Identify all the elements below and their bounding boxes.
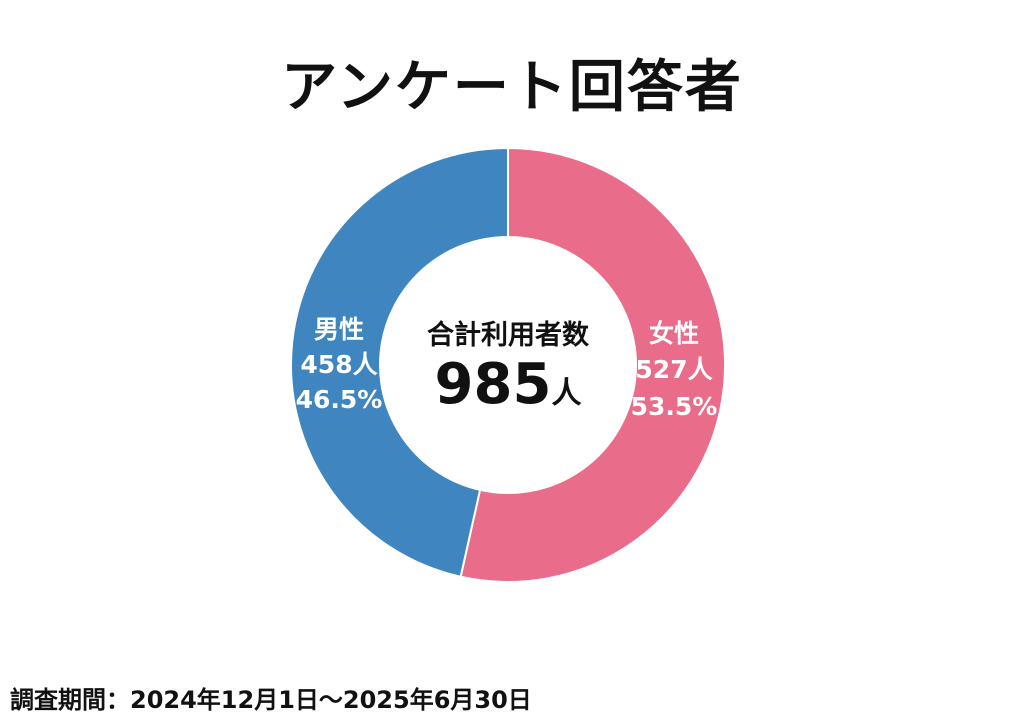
donut-slice-male bbox=[290, 146, 509, 578]
slice-label-male-percent: 46.5% bbox=[296, 385, 383, 414]
slice-label-male-name: 男性 bbox=[314, 315, 364, 344]
center-unit: 人 bbox=[551, 376, 581, 411]
slice-label-male-count: 458人 bbox=[300, 350, 377, 379]
survey-period: 調査期間：2024年12月1日～2025年6月30日 bbox=[10, 686, 532, 714]
center-label: 合計利用者数 bbox=[427, 319, 590, 351]
chart-title: アンケート回答者 bbox=[281, 55, 743, 120]
center-value: 985 bbox=[435, 352, 552, 417]
slice-label-female-name: 女性 bbox=[649, 319, 699, 348]
slice-label-female-percent: 53.5% bbox=[631, 392, 718, 421]
donut-slice-female bbox=[459, 146, 727, 583]
slice-label-female-count: 527人 bbox=[635, 355, 712, 384]
center-total: 985人 bbox=[435, 352, 582, 417]
